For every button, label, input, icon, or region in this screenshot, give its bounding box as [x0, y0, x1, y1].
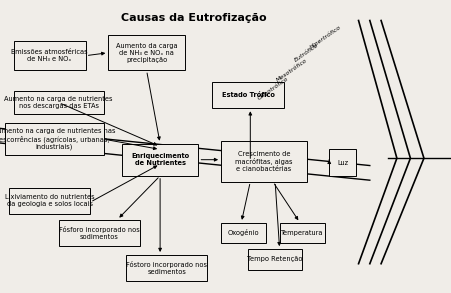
Text: Tempo Retenção: Tempo Retenção [247, 256, 303, 262]
FancyBboxPatch shape [248, 249, 302, 270]
Text: Oxogénio: Oxogénio [228, 229, 259, 236]
Text: Aumento na carga de nutrientes
nos descargas das ETAs: Aumento na carga de nutrientes nos desca… [5, 96, 113, 109]
FancyBboxPatch shape [122, 144, 198, 176]
FancyBboxPatch shape [5, 123, 104, 155]
FancyBboxPatch shape [221, 223, 266, 243]
Text: Temperatura: Temperatura [281, 230, 323, 236]
Text: Enriquecimento
de Nutrientes: Enriquecimento de Nutrientes [131, 153, 189, 166]
FancyBboxPatch shape [126, 255, 207, 281]
Text: Estado Trófico: Estado Trófico [221, 92, 275, 98]
Text: Oligotrófico: Oligotrófico [256, 75, 289, 100]
FancyBboxPatch shape [280, 223, 325, 243]
Text: Fósforo incorporado nos
sodimentos: Fósforo incorporado nos sodimentos [59, 226, 140, 240]
Text: Hipertrófico: Hipertrófico [309, 24, 343, 50]
Text: Mesotrófico: Mesotrófico [275, 58, 308, 83]
Text: Emissões atmosféricas
de NH₃ e NOₓ: Emissões atmosféricas de NH₃ e NOₓ [11, 49, 88, 62]
Text: Aumento na carga de nutrientes nas
escorrências (agrícolas, urbanas,
industriais: Aumento na carga de nutrientes nas escor… [0, 128, 115, 150]
Text: Crescimento de
macrófitas, algas
e cianobactérias: Crescimento de macrófitas, algas e ciano… [235, 151, 293, 172]
FancyBboxPatch shape [212, 82, 284, 108]
Text: Lixiviamento do nutrientes
da geologia e solos locais: Lixiviamento do nutrientes da geologia e… [5, 194, 94, 207]
FancyBboxPatch shape [59, 220, 140, 246]
FancyBboxPatch shape [14, 41, 86, 70]
FancyBboxPatch shape [9, 188, 90, 214]
Text: Causas da Eutrofização: Causas da Eutrofização [121, 13, 267, 23]
FancyBboxPatch shape [14, 91, 104, 114]
FancyBboxPatch shape [108, 35, 185, 70]
Text: Eutrófico: Eutrófico [293, 42, 319, 63]
FancyBboxPatch shape [329, 149, 356, 176]
FancyBboxPatch shape [221, 141, 307, 182]
Text: Aumento da carga
de NH₃ e NOₓ na
precipitação: Aumento da carga de NH₃ e NOₓ na precipi… [116, 43, 177, 63]
Text: Luz: Luz [337, 160, 348, 166]
Text: Fóstoro incorporado nos
sedimentos: Fóstoro incorporado nos sedimentos [126, 261, 207, 275]
